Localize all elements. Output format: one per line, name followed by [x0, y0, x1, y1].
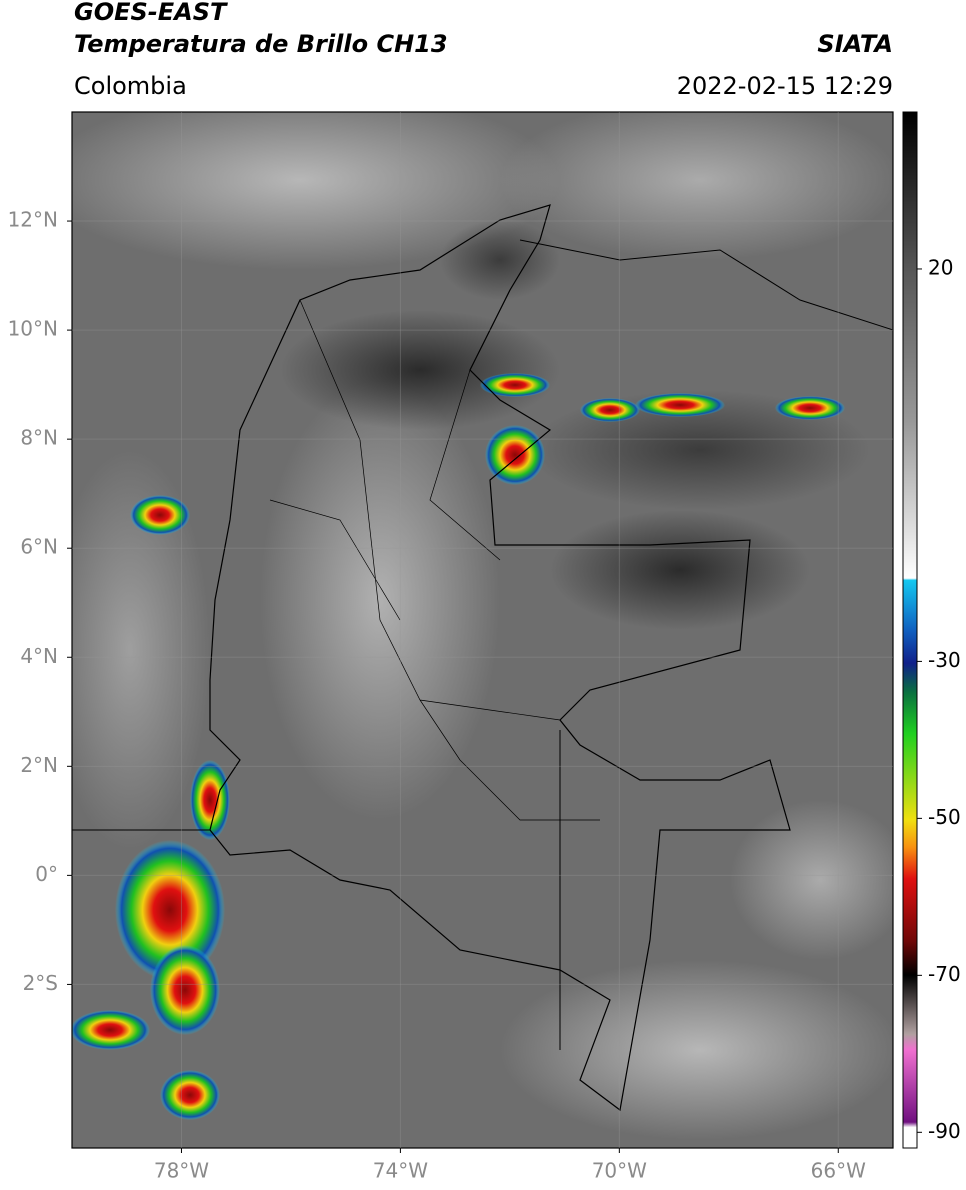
lat-label: 12°N — [8, 208, 58, 232]
title: GOES-EAST — [74, 0, 228, 26]
lon-label: 70°W — [592, 1159, 647, 1183]
lat-label: 0° — [35, 862, 58, 886]
satellite-image — [72, 112, 893, 1148]
lat-label: 8°N — [20, 426, 58, 450]
lon-label: 66°W — [811, 1159, 866, 1183]
colorbar-label: 20 — [928, 255, 953, 279]
lat-label: 2°S — [23, 971, 58, 995]
colorbar-label: -90 — [928, 1119, 961, 1143]
datetime: 2022-02-15 12:29 — [677, 72, 893, 100]
lat-label: 6°N — [20, 535, 58, 559]
colorbar-label: -50 — [928, 805, 961, 829]
map-frame — [71, 111, 894, 1149]
colorbar-label: -30 — [928, 648, 961, 672]
lat-label: 10°N — [8, 317, 58, 341]
lat-label: 4°N — [20, 644, 58, 668]
colorbar — [902, 111, 918, 1149]
colorbar-label: -70 — [928, 962, 961, 986]
subtitle: Temperatura de Brillo CH13 — [74, 30, 448, 58]
lat-label: 2°N — [20, 753, 58, 777]
region: Colombia — [74, 72, 187, 100]
lon-label: 74°W — [373, 1159, 428, 1183]
lon-label: 78°W — [154, 1159, 209, 1183]
source: SIATA — [817, 30, 893, 58]
